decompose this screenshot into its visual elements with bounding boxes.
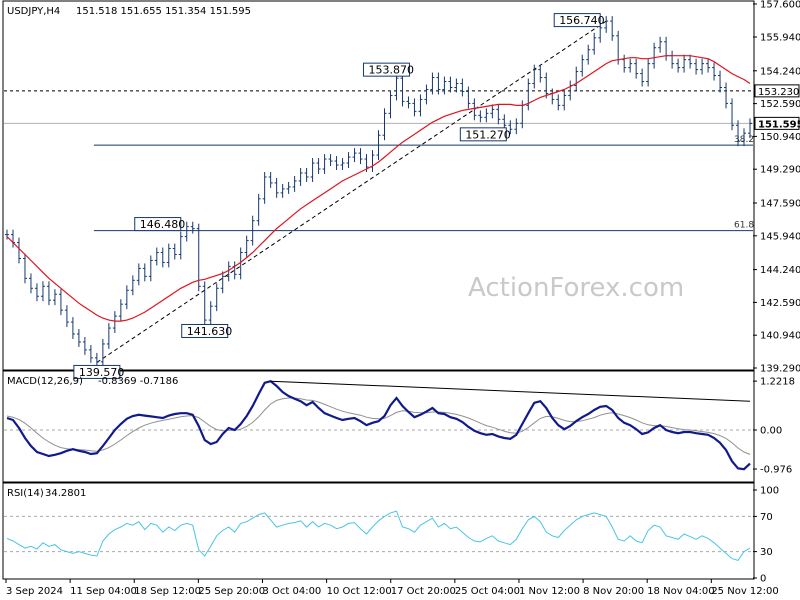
macd-signal-line — [6, 397, 751, 455]
x-tick-label: 25 Nov 12:00 — [711, 586, 778, 597]
current-price-box — [754, 116, 800, 130]
price-y-tick-label: 142.590 — [760, 298, 800, 309]
price-y-tick-label: 150.940 — [760, 132, 800, 143]
resistance-level-box — [754, 84, 800, 98]
macd-trendline — [270, 380, 751, 402]
macd-panel — [2, 370, 755, 483]
swing-point-label: 141.630 — [187, 325, 233, 338]
x-tick-label: 8 Nov 20:00 — [583, 586, 644, 597]
macd-y-tick-label: 1.2218 — [760, 377, 795, 388]
price-y-tick-label: 147.590 — [760, 198, 800, 209]
swing-point-box — [134, 217, 182, 232]
price-y-tick-label: 157.600 — [760, 0, 800, 11]
swing-point-label: 153.870 — [368, 64, 414, 77]
price-y-tick-label: 139.290 — [760, 364, 800, 375]
macd-label: MACD(12,26,9) — [7, 376, 83, 387]
macd-values: -0.8369 -0.7186 — [98, 376, 178, 387]
x-tick-label: 10 Oct 12:00 — [327, 586, 392, 597]
swing-point-box — [181, 323, 229, 338]
x-tick-label: 11 Sep 04:00 — [70, 586, 137, 597]
x-tick-label: 1 Nov 12:00 — [519, 586, 580, 597]
moving-average-line — [6, 55, 751, 322]
rsi-y-tick-label: 30 — [760, 547, 773, 558]
rsi-label: RSI(14) — [7, 488, 44, 499]
price-y-tick-label: 144.240 — [760, 265, 800, 276]
ohlc-readout: 151.518 151.655 151.354 151.595 — [76, 6, 251, 17]
price-y-tick-label: 149.290 — [760, 165, 800, 176]
x-tick-label: 25 Sep 20:00 — [198, 586, 265, 597]
swing-point-box — [362, 62, 410, 77]
x-tick-label: 18 Nov 04:00 — [647, 586, 714, 597]
macd-y-tick-label: 0.00 — [760, 426, 782, 437]
rsi-line — [6, 510, 751, 561]
swing-point-label: 146.480 — [140, 218, 186, 231]
price-y-tick-label: 155.940 — [760, 33, 800, 44]
x-tick-label: 18 Sep 12:00 — [134, 586, 201, 597]
rsi-panel — [2, 482, 755, 580]
price-y-tick-label: 145.940 — [760, 231, 800, 242]
watermark: ActionForex.com — [468, 273, 684, 303]
resistance-level-label: 153.230 — [758, 87, 799, 98]
swing-point-label: 139.570 — [79, 366, 125, 379]
price-y-tick-label: 140.940 — [760, 331, 800, 342]
macd-line — [6, 379, 751, 471]
x-tick-label: 25 Oct 04:00 — [455, 586, 520, 597]
rsi-y-tick-label: 100 — [760, 486, 779, 497]
current-price-label: 151.595 — [758, 119, 800, 130]
price-y-tick-label: 152.590 — [760, 99, 800, 110]
price-panel — [2, 0, 755, 371]
x-tick-label: 3 Oct 04:00 — [262, 586, 321, 597]
swing-point-label: 156.740 — [559, 14, 605, 27]
rsi-y-tick-label: 0 — [760, 574, 766, 585]
swing-point-box — [553, 13, 601, 28]
swing-point-label: 151.270 — [465, 128, 511, 141]
swing-point-box — [73, 364, 121, 379]
symbol-label: USDJPY,H4 — [7, 6, 60, 17]
rsi-value: 34.2801 — [45, 488, 86, 499]
x-tick-label: 3 Sep 2024 — [6, 586, 63, 597]
price-y-tick-label: 154.240 — [760, 66, 800, 77]
rsi-y-tick-label: 70 — [760, 512, 773, 523]
fib-level-label: 61.8 — [734, 221, 754, 231]
x-tick-label: 17 Oct 20:00 — [391, 586, 456, 597]
swing-point-box — [459, 127, 507, 142]
macd-y-tick-label: -0.976 — [760, 465, 792, 476]
